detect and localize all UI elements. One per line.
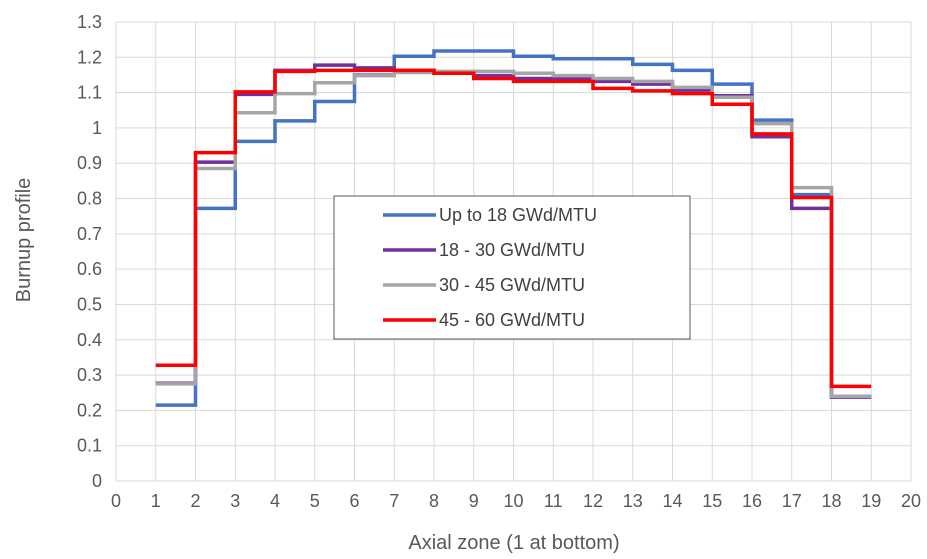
- x-tick-label: 3: [230, 491, 240, 511]
- legend-box: [333, 195, 691, 340]
- y-tick-label: 1.3: [77, 12, 102, 32]
- x-tick-label: 7: [389, 491, 399, 511]
- y-tick-label: 0.7: [77, 224, 102, 244]
- y-tick-label: 0.5: [77, 294, 102, 314]
- series-lines: [155, 49, 872, 407]
- y-axis-title: Burnup profile: [13, 178, 35, 303]
- x-tick-label: 16: [742, 491, 762, 511]
- x-tick-label: 6: [349, 491, 359, 511]
- legend: Up to 18 GWd/MTU 18 - 30 GWd/MTU 30 - 45 G…: [333, 195, 691, 340]
- y-tick-label: 0.8: [77, 189, 102, 209]
- x-tick-label: 9: [469, 491, 479, 511]
- x-tick-label: 11: [544, 491, 563, 511]
- legend-label: Up to 18 GWd/MTU: [439, 205, 597, 225]
- x-tick-label: 12: [583, 491, 603, 511]
- y-tick-label: 0.9: [77, 153, 102, 173]
- y-tick-label: 0.1: [77, 436, 102, 456]
- legend-label: 30 - 45 GWd/MTU: [439, 275, 585, 295]
- y-tick-labels: 0 0.1 0.2 0.3 0.4 0.5 0.6 0.7 0.8 0.9 1 1.1 1.2 1.3: [77, 12, 102, 491]
- y-tick-label: 0.2: [77, 400, 102, 420]
- legend-label: 45 - 60 GWd/MTU: [439, 310, 585, 330]
- y-tick-label: 1.2: [77, 47, 102, 67]
- x-tick-label: 17: [782, 491, 802, 511]
- x-tick-label: 15: [702, 491, 722, 511]
- x-tick-label: 2: [190, 491, 200, 511]
- x-tick-label: 4: [270, 491, 280, 511]
- x-tick-label: 19: [861, 491, 881, 511]
- x-tick-labels: 0 1 2 3 4 5 6 7 8 9 10 11 12 13 14 15 16 17 18 19 20: [111, 491, 921, 511]
- x-tick-label: 5: [310, 491, 320, 511]
- x-axis-title: Axial zone (1 at bottom): [408, 532, 619, 554]
- y-tick-label: 1.1: [77, 83, 102, 103]
- legend-label: 18 - 30 GWd/MTU: [439, 240, 585, 260]
- x-tick-label: 18: [821, 491, 841, 511]
- x-tick-label: 10: [503, 491, 523, 511]
- y-tick-label: 0.6: [77, 259, 102, 279]
- series-line-4: [155, 68, 872, 389]
- x-tick-label: 1: [151, 491, 161, 511]
- y-tick-label: 1: [92, 118, 102, 138]
- x-tick-label: 14: [662, 491, 682, 511]
- y-tick-label: 0.3: [77, 365, 102, 385]
- y-tick-label: 0: [92, 471, 102, 491]
- y-tick-label: 0.4: [77, 330, 102, 350]
- x-tick-label: 0: [111, 491, 121, 511]
- x-tick-label: 13: [623, 491, 643, 511]
- x-tick-label: 20: [901, 491, 921, 511]
- x-tick-label: 8: [429, 491, 439, 511]
